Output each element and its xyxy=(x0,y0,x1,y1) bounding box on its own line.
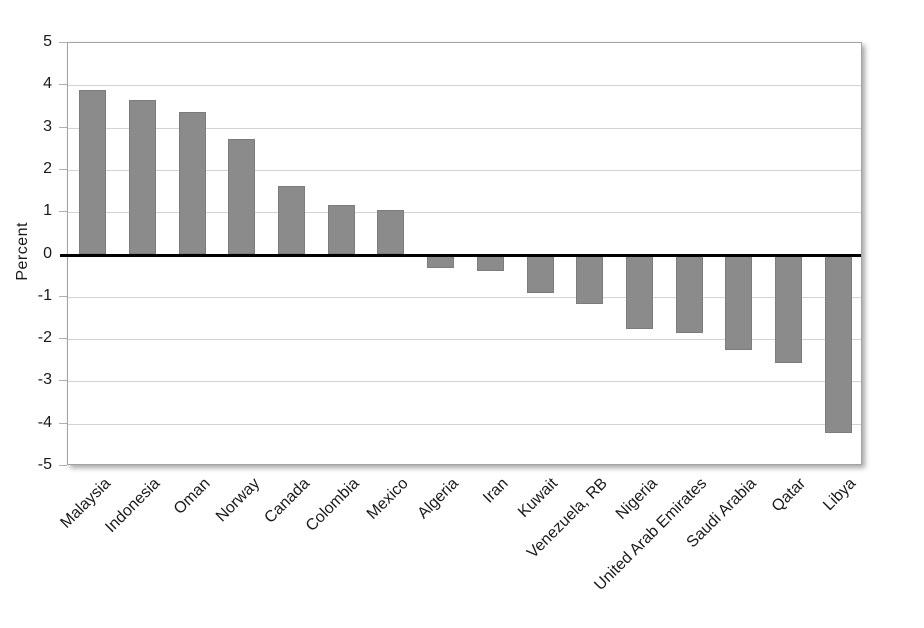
y-axis-tick xyxy=(59,168,67,170)
gridline xyxy=(68,169,861,171)
x-tick-label: Qatar xyxy=(769,475,810,516)
zero-axis-line xyxy=(60,253,861,257)
bar-oman xyxy=(178,111,206,255)
gridline xyxy=(68,85,861,87)
x-tick-label: Norway xyxy=(212,475,263,526)
x-tick-label: Oman xyxy=(170,475,214,518)
bar-venezuela-rb xyxy=(576,254,604,305)
gridline xyxy=(68,339,861,341)
y-tick-label: 2 xyxy=(43,159,52,177)
gridline xyxy=(68,296,861,298)
x-tick-label: Nigeria xyxy=(612,475,661,523)
x-tick-label: Mexico xyxy=(364,475,412,523)
bar-kuwait xyxy=(526,254,554,293)
bar-united-arab-emirates xyxy=(675,254,703,334)
bar-saudi-arabia xyxy=(725,254,753,350)
y-axis-tick xyxy=(59,465,67,466)
y-tick-label: 5 xyxy=(43,33,52,50)
x-tick-label: Libya xyxy=(820,475,860,515)
gridline xyxy=(68,423,861,425)
bar-mexico xyxy=(377,209,405,255)
y-tick-label: 1 xyxy=(43,202,52,220)
gridline xyxy=(68,381,861,383)
gridline xyxy=(68,127,861,129)
bar-qatar xyxy=(774,254,802,364)
y-axis-tick xyxy=(59,422,67,424)
bar-iran xyxy=(476,254,504,272)
y-tick-label: 3 xyxy=(43,117,52,135)
y-tick-label: -2 xyxy=(37,329,52,347)
y-axis-tick xyxy=(59,380,67,382)
y-tick-label: -4 xyxy=(37,413,52,431)
y-axis-tick xyxy=(59,338,67,340)
y-axis-tick xyxy=(59,126,67,128)
y-tick-label: -5 xyxy=(37,456,52,473)
bar-malaysia xyxy=(79,89,107,255)
bar-indonesia xyxy=(129,100,157,255)
y-axis-tick xyxy=(59,211,67,213)
gridline xyxy=(68,212,861,214)
bar-nigeria xyxy=(625,254,653,329)
bar-libya xyxy=(824,254,852,434)
bar-norway xyxy=(228,139,256,255)
y-tick-label: -3 xyxy=(37,371,52,389)
plot-area xyxy=(60,42,862,465)
y-axis-tick xyxy=(59,295,67,297)
bar-canada xyxy=(278,185,306,255)
y-tick-label: -1 xyxy=(37,286,52,304)
x-tick-label: Iran xyxy=(479,475,512,507)
y-tick-label: 0 xyxy=(43,244,52,262)
bar-algeria xyxy=(427,254,455,269)
y-axis-tick xyxy=(59,84,67,86)
x-tick-label: Algeria xyxy=(414,475,462,523)
y-tick-label: 4 xyxy=(43,75,52,93)
y-axis-tick xyxy=(59,42,67,43)
bar-colombia xyxy=(327,205,355,255)
x-tick-label: Colombia xyxy=(302,475,363,535)
x-tick-label: Kuwait xyxy=(515,475,562,521)
